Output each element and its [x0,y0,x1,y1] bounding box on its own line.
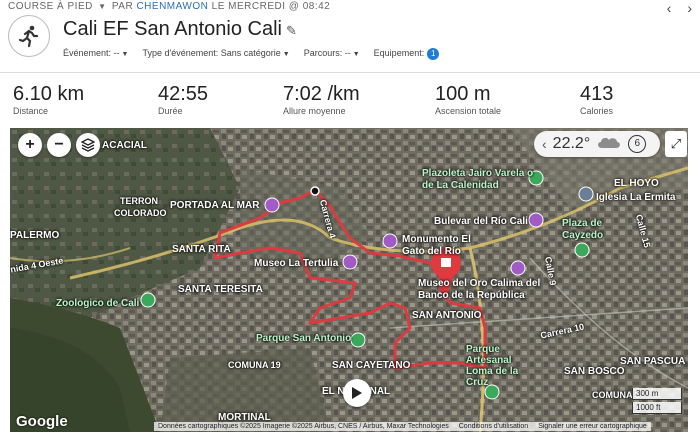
stat-duration: 42:55 Durée [158,83,208,116]
runner-icon [8,15,50,57]
terms-link[interactable]: Conditions d'utilisation [458,423,529,430]
map-label-santa-rita: SANTA RITA [172,244,231,255]
activity-pager: ‹ › [667,0,692,16]
weather-widget[interactable]: ‹ 22.2° 6 [534,131,660,157]
map-scale: 300 m 1000 ft [632,388,682,416]
layers-icon[interactable] [76,133,100,157]
play-route-button[interactable] [343,379,371,407]
stat-value: 100 m [435,83,491,105]
caret-down-icon: ▼ [282,51,290,58]
map-label-mortinal: MORTINAL [218,412,271,423]
stat-label: Durée [158,106,183,116]
map-label-ermita: Iglesia La Ermita [596,192,676,203]
map-label-san-cayetano: SAN CAYETANO [332,360,411,371]
activity-title: Cali EF San Antonio Cali ✎ [63,18,297,41]
fullscreen-icon[interactable]: ⤢ [665,131,687,157]
map-label-san-bosco: SAN BOSCO [564,366,625,377]
activity-date: LE MERCREDI @ 08:42 [211,1,331,12]
stat-value: 413 [580,83,614,105]
map-label-comuna-3: COMUNA 3 [592,390,640,400]
header-divider [0,72,700,73]
activity-type-caret-icon[interactable]: ▼ [98,2,107,11]
map-label-santa-teresita: SANTA TERESITA [178,284,263,295]
map-label-museo-tertulia: Museo La Tertulia [254,258,339,269]
stat-label: Calories [580,106,614,116]
map-label-terron: TERRON [120,196,158,206]
map-label-parque-san-antonio: Parque San Antonio [256,333,352,344]
event-select[interactable]: Événement: -- ▼ [63,48,128,60]
chevron-left-icon[interactable]: ‹ [666,0,672,16]
activity-meta-line: COURSE À PIED ▼ PAR CHENMAWON LE MERCRED… [8,1,330,12]
equipment-count-badge: 1 [427,48,440,60]
caret-down-icon: ▼ [352,51,360,58]
map-label-palermo: PALERMO [10,230,60,241]
map-label-san-antonio: SAN ANTONIO [412,310,482,321]
user-link[interactable]: CHENMAWON [136,1,209,12]
route-line [213,188,487,370]
route-end-pin [431,248,461,300]
map-label-plazoleta: Plazoleta Jairo Varela o de La Calenidad [422,168,534,191]
cloud-icon [596,135,622,154]
route-map[interactable]: ACACIAL TERRON COLORADO PORTADA AL MAR P… [10,128,688,432]
event-select-label: Événement: -- [63,48,120,58]
route-start-marker [310,186,320,196]
stat-pace: 7:02 /km Allure moyenne [283,83,360,116]
event-type-select[interactable]: Type d'événement: Sans catégorie ▼ [142,48,289,60]
scale-imperial: 1000 ft [632,402,682,414]
map-label-portada: PORTADA AL MAR [170,200,260,211]
stat-value: 7:02 /km [283,83,360,105]
map-label-el-hoyo: EL HOYO [614,178,659,189]
stat-value: 42:55 [158,83,209,105]
equipment-label: Equipement: [373,48,425,58]
map-attribution: Données cartographiques ©2025 Imagerie ©… [154,422,651,431]
caret-down-icon: ▼ [121,51,129,58]
map-label-museo-oro: Museo del Oro Calima del Banco de la Rep… [418,278,541,301]
stat-elevation-gain: 100 m Ascension totale [435,83,501,116]
stat-calories: 413 Calories [580,83,613,116]
chevron-right-icon[interactable]: › [687,0,692,16]
stat-label: Distance [13,106,49,116]
zoom-in-button[interactable]: + [18,133,42,157]
map-label-parque-artesanal: Parque Artesanal Loma de la Cruz [466,344,519,388]
stat-label: Allure moyenne [283,106,346,116]
map-label-zoologico: Zoologico de Cali [56,298,140,309]
equipment-select[interactable]: Equipement: 1 [374,48,440,60]
map-label-cayzedo: Plaza de Cayzedo [562,218,604,241]
chevron-left-icon[interactable]: ‹ [542,136,547,152]
activity-type: COURSE À PIED [8,1,93,12]
stat-label: Ascension totale [435,106,502,116]
activity-properties: Événement: -- ▼ Type d'événement: Sans ca… [63,48,440,60]
weather-temperature: 22.2° [552,135,591,152]
zoom-out-button[interactable]: − [47,133,71,157]
report-error-link[interactable]: Signaler une erreur cartographique [538,423,647,430]
course-select[interactable]: Parcours: -- ▼ [304,48,360,60]
map-label-monumento: Monumento El Gato del Río [402,234,471,257]
map-label-colorado: COLORADO [114,208,167,218]
pencil-icon[interactable]: ✎ [286,23,297,38]
wind-speed: 6 [628,135,647,153]
activity-title-text[interactable]: Cali EF San Antonio Cali [63,18,283,40]
map-label-acacial: ACACIAL [102,140,147,151]
map-label-san-pascual: SAN PASCUA [620,356,686,367]
scale-metric: 300 m [632,388,682,400]
satellite-imagery [10,128,688,432]
map-label-bulevar: Bulevar del Río Cali [434,216,528,227]
map-label-comuna-19: COMUNA 19 [228,360,281,370]
stat-distance: 6.10 km Distance [13,83,84,116]
attribution-text: Données cartographiques ©2025 Imagerie ©… [158,423,449,430]
course-select-label: Parcours: -- [303,48,351,58]
google-logo: Google [16,413,68,430]
stat-value: 6.10 km [13,83,85,105]
by-label: PAR [111,1,134,12]
event-type-label: Type d'événement: Sans catégorie [142,48,281,58]
